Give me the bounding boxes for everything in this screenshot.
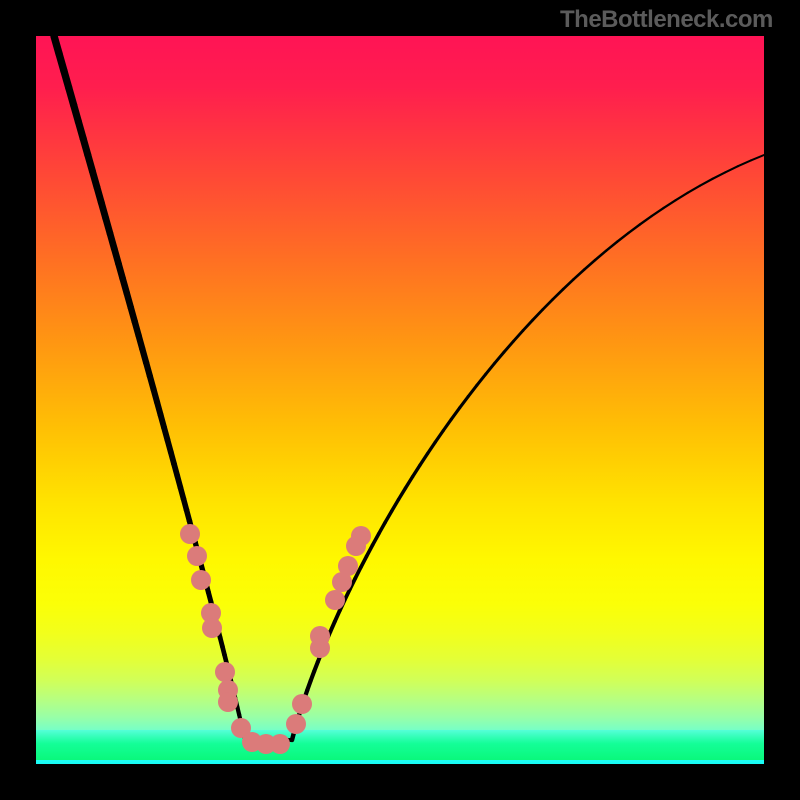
data-marker [270, 734, 290, 754]
frame-bottom [0, 764, 800, 800]
watermark-text: TheBottleneck.com [560, 6, 773, 34]
frame-right [764, 0, 800, 800]
data-marker [310, 626, 330, 646]
data-marker [351, 526, 371, 546]
data-marker [215, 662, 235, 682]
data-marker [202, 618, 222, 638]
green-compatibility-band [36, 730, 764, 760]
data-marker [286, 714, 306, 734]
frame-left [0, 0, 36, 800]
data-marker [292, 694, 312, 714]
bottleneck-chart [0, 0, 800, 800]
data-marker [338, 556, 358, 576]
data-marker [325, 590, 345, 610]
data-marker [180, 524, 200, 544]
data-marker [218, 692, 238, 712]
data-marker [191, 570, 211, 590]
gradient-background [36, 36, 764, 764]
data-marker [187, 546, 207, 566]
